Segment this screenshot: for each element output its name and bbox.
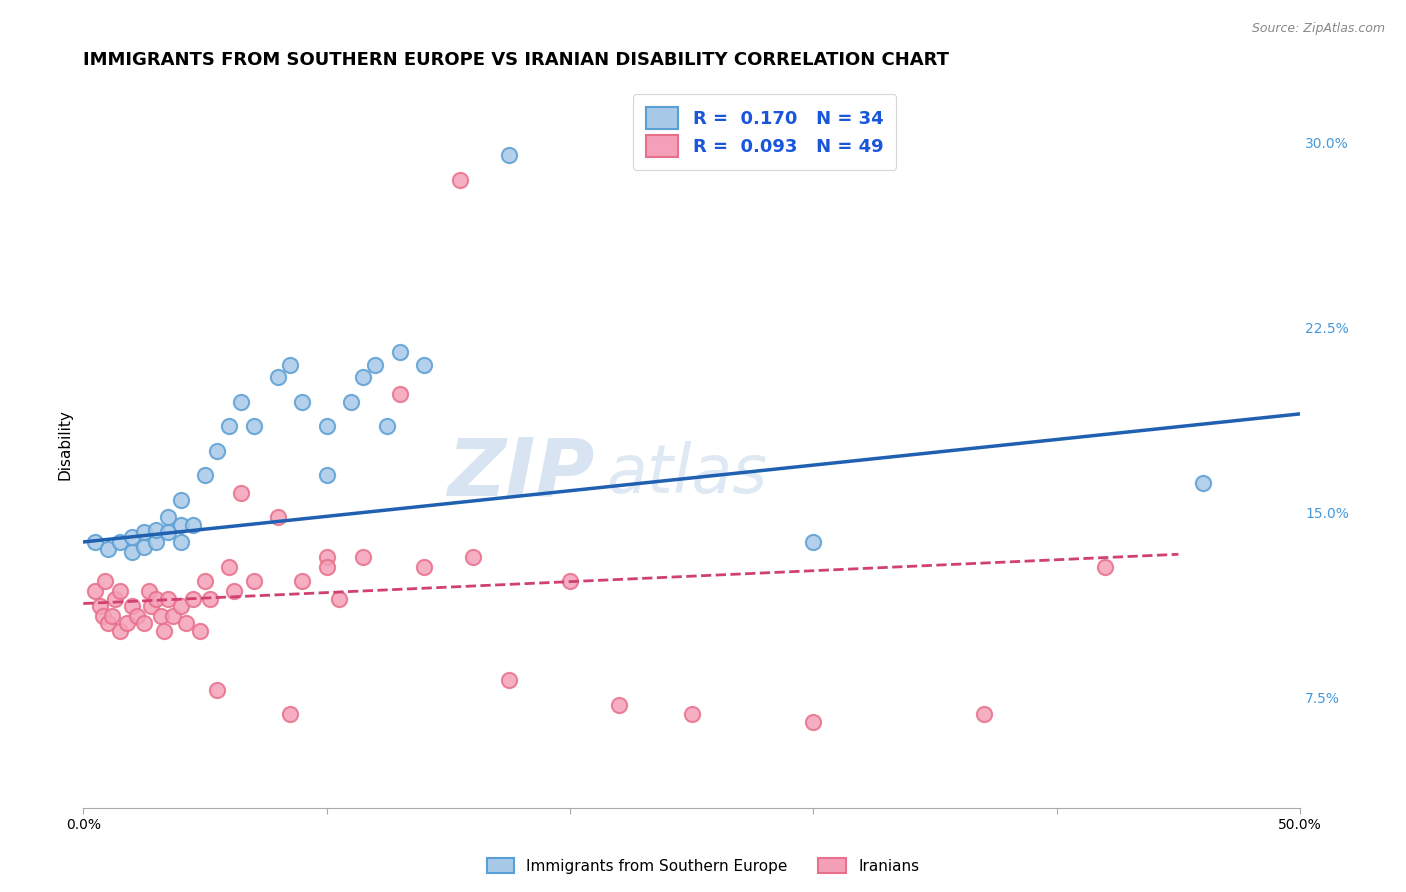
Point bbox=[97, 542, 120, 557]
Point bbox=[194, 574, 217, 589]
Point bbox=[1094, 559, 1116, 574]
Point bbox=[121, 530, 143, 544]
Point bbox=[388, 387, 411, 401]
Point bbox=[352, 549, 374, 564]
Point bbox=[413, 358, 436, 372]
Point bbox=[278, 358, 301, 372]
Point bbox=[162, 608, 184, 623]
Point bbox=[377, 419, 399, 434]
Point bbox=[352, 370, 374, 384]
Point bbox=[121, 599, 143, 613]
Point bbox=[1191, 475, 1213, 490]
Point bbox=[125, 608, 148, 623]
Point bbox=[388, 345, 411, 359]
Point bbox=[973, 707, 995, 722]
Point bbox=[231, 394, 253, 409]
Point bbox=[169, 517, 191, 532]
Point bbox=[115, 616, 138, 631]
Text: Source: ZipAtlas.com: Source: ZipAtlas.com bbox=[1251, 22, 1385, 36]
Text: IMMIGRANTS FROM SOUTHERN EUROPE VS IRANIAN DISABILITY CORRELATION CHART: IMMIGRANTS FROM SOUTHERN EUROPE VS IRANI… bbox=[83, 51, 949, 69]
Point bbox=[315, 419, 337, 434]
Point bbox=[181, 517, 204, 532]
Point bbox=[157, 591, 180, 606]
Point bbox=[84, 584, 107, 599]
Point bbox=[340, 394, 363, 409]
Point bbox=[315, 468, 337, 483]
Point bbox=[84, 535, 107, 549]
Point bbox=[205, 682, 228, 697]
Point bbox=[101, 608, 124, 623]
Point bbox=[108, 624, 131, 638]
Point bbox=[198, 591, 221, 606]
Point bbox=[181, 591, 204, 606]
Point bbox=[141, 599, 163, 613]
Point bbox=[134, 616, 156, 631]
Point bbox=[174, 616, 197, 631]
Point bbox=[108, 584, 131, 599]
Point bbox=[169, 535, 191, 549]
Point bbox=[231, 485, 253, 500]
Point bbox=[97, 616, 120, 631]
Point bbox=[89, 599, 111, 613]
Point bbox=[169, 599, 191, 613]
Point bbox=[157, 525, 180, 540]
Text: atlas: atlas bbox=[606, 441, 768, 507]
Point bbox=[413, 559, 436, 574]
Y-axis label: Disability: Disability bbox=[58, 409, 72, 480]
Legend: R =  0.170   N = 34, R =  0.093   N = 49: R = 0.170 N = 34, R = 0.093 N = 49 bbox=[633, 94, 896, 169]
Point bbox=[364, 358, 387, 372]
Text: ZIP: ZIP bbox=[447, 434, 595, 513]
Point bbox=[145, 535, 167, 549]
Point bbox=[242, 574, 264, 589]
Point bbox=[224, 584, 246, 599]
Point bbox=[291, 574, 314, 589]
Point bbox=[145, 591, 167, 606]
Point bbox=[138, 584, 160, 599]
Point bbox=[242, 419, 264, 434]
Point bbox=[121, 545, 143, 559]
Point bbox=[91, 608, 114, 623]
Point bbox=[607, 698, 630, 712]
Point bbox=[558, 574, 581, 589]
Point bbox=[267, 370, 290, 384]
Point bbox=[108, 535, 131, 549]
Point bbox=[681, 707, 703, 722]
Point bbox=[169, 493, 191, 508]
Point bbox=[498, 673, 520, 687]
Point bbox=[188, 624, 211, 638]
Point bbox=[157, 510, 180, 524]
Point bbox=[134, 525, 156, 540]
Point bbox=[328, 591, 350, 606]
Point bbox=[145, 523, 167, 537]
Point bbox=[152, 624, 174, 638]
Point bbox=[801, 535, 824, 549]
Point bbox=[194, 468, 217, 483]
Point bbox=[498, 148, 520, 162]
Point bbox=[267, 510, 290, 524]
Point bbox=[218, 559, 240, 574]
Point bbox=[94, 574, 117, 589]
Point bbox=[218, 419, 240, 434]
Legend: Immigrants from Southern Europe, Iranians: Immigrants from Southern Europe, Iranian… bbox=[481, 852, 925, 880]
Point bbox=[315, 549, 337, 564]
Point bbox=[150, 608, 173, 623]
Point bbox=[315, 559, 337, 574]
Point bbox=[461, 549, 484, 564]
Point bbox=[291, 394, 314, 409]
Point bbox=[104, 591, 127, 606]
Point bbox=[801, 714, 824, 729]
Point bbox=[134, 540, 156, 554]
Point bbox=[205, 443, 228, 458]
Point bbox=[450, 173, 472, 187]
Point bbox=[278, 707, 301, 722]
